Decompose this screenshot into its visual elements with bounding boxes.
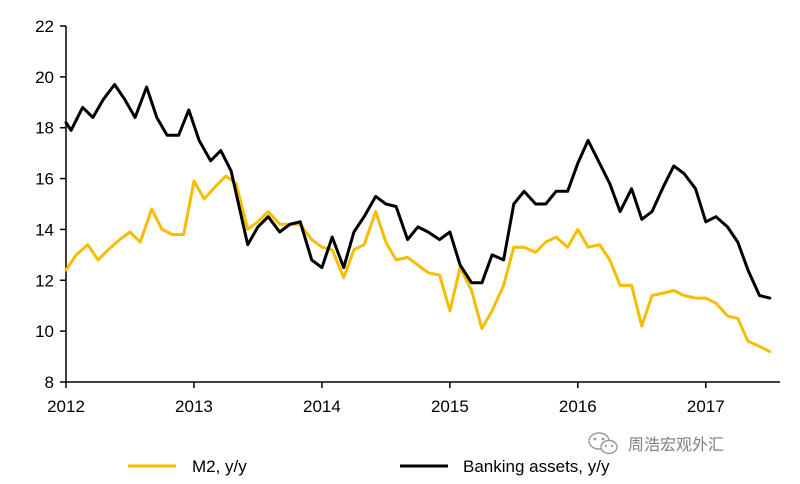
y-tick-label: 20 (35, 68, 54, 87)
y-tick-label: 22 (35, 17, 54, 36)
y-tick-label: 14 (35, 220, 54, 239)
legend-label-m2: M2, y/y (192, 457, 247, 476)
legend: M2, y/y Banking assets, y/y (128, 457, 610, 476)
x-tick-label: 2015 (431, 397, 469, 416)
x-tick-label: 2012 (47, 397, 85, 416)
series-line-m2 (64, 174, 772, 353)
x-tick-label: 2017 (687, 397, 725, 416)
wechat-icon (588, 432, 618, 455)
y-tick-label: 10 (35, 322, 54, 341)
y-tick-label: 8 (45, 373, 54, 392)
watermark-text: 周浩宏观外汇 (628, 435, 724, 454)
x-tick-label: 2014 (303, 397, 341, 416)
series-line-banking-assets (64, 83, 772, 300)
y-tick-label: 18 (35, 119, 54, 138)
y-tick-label: 12 (35, 271, 54, 290)
y-axis: 8 10 12 14 16 18 20 22 (35, 17, 67, 392)
y-tick-label: 16 (35, 170, 54, 189)
x-axis: 2012 2013 2014 2015 2016 2017 (47, 381, 780, 416)
x-tick-label: 2013 (175, 397, 213, 416)
x-tick-label: 2016 (559, 397, 597, 416)
watermark: 周浩宏观外汇 (588, 432, 724, 455)
series-layer (64, 83, 772, 353)
legend-label-banking-assets: Banking assets, y/y (463, 457, 610, 476)
